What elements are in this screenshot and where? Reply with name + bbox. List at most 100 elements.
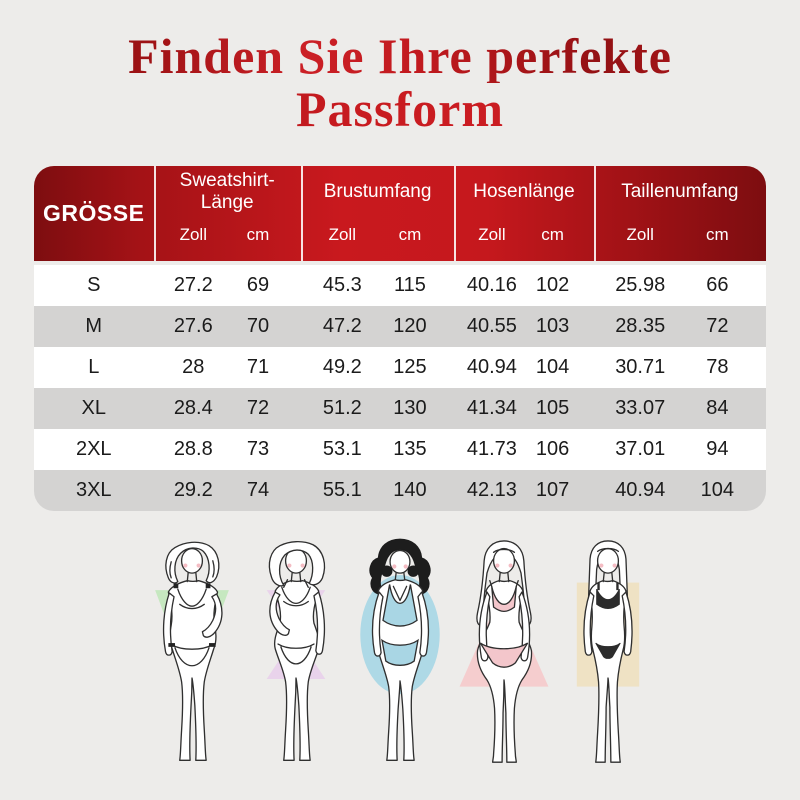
measure-pair: 25.98 66 xyxy=(594,265,766,306)
measure-pair: 45.3 115 xyxy=(301,265,454,306)
figure-rectangle xyxy=(576,540,640,763)
unit-row: Zoll cm xyxy=(594,217,766,261)
value-cm: 125 xyxy=(393,356,427,378)
title-line-2: Passform xyxy=(0,83,800,136)
table-header-row: GRÖSSE Sweatshirt- Länge Zoll cm Brustumf… xyxy=(34,166,766,261)
measure-pair: 40.94 104 xyxy=(594,470,766,511)
measure-pair: 55.1 140 xyxy=(301,470,454,511)
arm xyxy=(313,591,326,655)
table-row-s: S 27.2 69 45.3 115 40.16 102 25.98 66 xyxy=(34,265,766,306)
head xyxy=(180,547,204,574)
value-cm: 106 xyxy=(535,438,570,460)
table-row-3xl: 3XL 29.2 74 55.1 140 42.13 107 40.94 104 xyxy=(34,470,766,511)
value-cm: 84 xyxy=(706,397,729,419)
value-zoll: 27.6 xyxy=(173,315,213,337)
sport-top xyxy=(596,588,620,610)
measure-pair: 49.2 125 xyxy=(301,347,454,388)
hair-strands xyxy=(169,560,215,579)
measure-pair: 29.2 74 xyxy=(154,470,301,511)
value-cm: 103 xyxy=(535,315,570,337)
value-cm: 104 xyxy=(535,356,570,378)
head xyxy=(389,549,411,574)
measure-pair: 30.71 78 xyxy=(594,347,766,388)
blush xyxy=(287,563,292,568)
unit-label-zoll: Zoll xyxy=(478,225,506,244)
neck xyxy=(602,571,614,583)
swim-bottom xyxy=(381,638,419,666)
column-header-taillenumfang: Taillenumfang Zoll cm xyxy=(593,166,766,261)
measure-pair: 41.34 105 xyxy=(454,388,593,429)
swim-top xyxy=(382,584,418,627)
value-cm: 130 xyxy=(393,397,427,419)
hip-marker xyxy=(209,643,216,647)
neck xyxy=(498,571,510,583)
blush xyxy=(612,563,617,568)
column-header-groesse: GRÖSSE xyxy=(43,200,145,226)
value-zoll: 51.2 xyxy=(322,397,362,419)
straps xyxy=(489,580,519,588)
bikini-top xyxy=(281,579,311,607)
column-header-hosenlaenge: Hosenlänge Zoll cm xyxy=(454,166,593,261)
unit-label-zoll: Zoll xyxy=(626,225,654,244)
arm xyxy=(583,591,595,656)
measure-pair: 28.4 72 xyxy=(154,388,301,429)
measure-pair: 51.2 130 xyxy=(301,388,454,429)
value-zoll: 28.4 xyxy=(173,397,213,419)
hair-curl xyxy=(381,565,393,577)
blush xyxy=(495,563,500,568)
body-silhouette xyxy=(273,580,320,761)
unit-label-zoll: Zoll xyxy=(328,225,356,244)
hair-strands xyxy=(596,547,620,553)
value-zoll: 28.35 xyxy=(615,315,666,337)
bob-hair xyxy=(268,541,326,587)
value-cm: 72 xyxy=(706,315,729,337)
hair-strands xyxy=(492,548,516,553)
body-type-figures xyxy=(0,535,800,771)
value-zoll: 55.1 xyxy=(322,479,362,501)
value-zoll: 37.01 xyxy=(615,438,666,460)
unit-label-zoll: Zoll xyxy=(179,225,207,244)
bikini-top xyxy=(177,588,207,610)
value-cm: 73 xyxy=(246,438,270,460)
value-cm: 102 xyxy=(535,274,570,296)
measure-pair: 41.73 106 xyxy=(454,429,593,470)
value-cm: 115 xyxy=(394,274,426,296)
strap-marker xyxy=(205,583,211,589)
value-cm: 104 xyxy=(700,479,735,501)
strap-marker xyxy=(173,583,179,589)
arm xyxy=(371,591,384,657)
size-cell: XL xyxy=(81,397,106,419)
straps xyxy=(597,582,619,591)
value-zoll: 25.98 xyxy=(615,274,666,296)
measure-pair: 28 71 xyxy=(154,347,301,388)
title-line-1: Finden Sie Ihre perfekte xyxy=(0,30,800,83)
size-cell: S xyxy=(87,274,101,296)
unit-row: Zoll cm xyxy=(301,217,454,261)
unit-label-cm: cm xyxy=(706,225,729,244)
unit-row: Zoll cm xyxy=(154,217,301,261)
value-zoll: 49.2 xyxy=(322,356,362,378)
wavy-bob-hair xyxy=(165,541,220,584)
figure-round xyxy=(360,538,440,761)
body-silhouette xyxy=(167,580,219,761)
value-zoll: 41.34 xyxy=(466,397,517,419)
unit-label-cm: cm xyxy=(398,225,422,244)
size-cell: 2XL xyxy=(75,438,112,460)
value-cm: 72 xyxy=(246,397,270,419)
value-zoll: 40.16 xyxy=(466,274,517,296)
blush xyxy=(392,564,397,569)
column-label: Sweatshirt- Länge xyxy=(179,169,275,213)
blush xyxy=(508,563,513,568)
page-title: Finden Sie Ihre perfekte Passform xyxy=(0,0,800,136)
table-row-l: L 28 71 49.2 125 40.94 104 30.71 78 xyxy=(34,347,766,388)
value-cm: 66 xyxy=(706,274,729,296)
size-chart-table: GRÖSSE Sweatshirt- Länge Zoll cm Brustumf… xyxy=(34,166,766,511)
value-zoll: 33.07 xyxy=(615,397,666,419)
value-cm: 78 xyxy=(706,356,729,378)
measure-pair: 33.07 84 xyxy=(594,388,766,429)
unit-row: Zoll cm xyxy=(454,217,593,261)
curly-black-hair xyxy=(369,538,431,595)
value-zoll: 28.8 xyxy=(173,438,213,460)
measure-pair: 53.1 135 xyxy=(301,429,454,470)
